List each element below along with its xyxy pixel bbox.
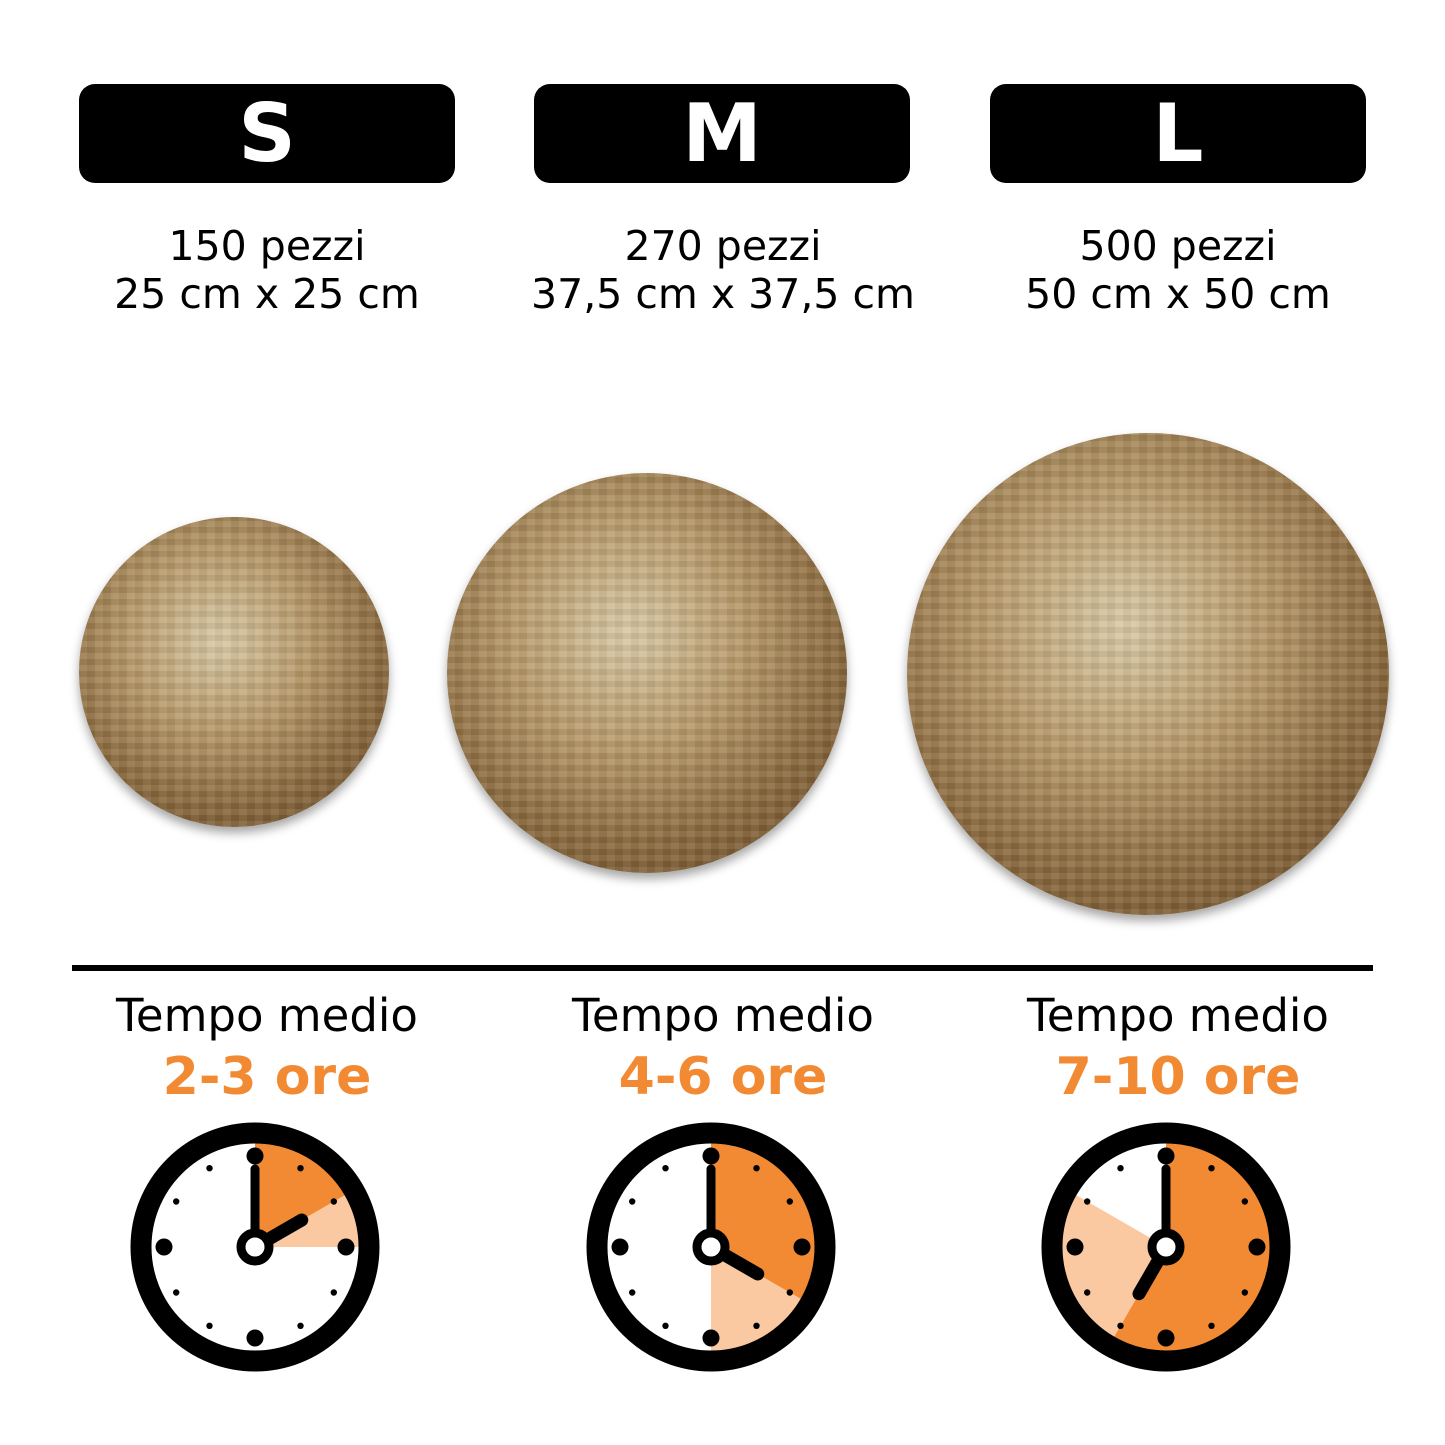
hour-mark xyxy=(662,1164,669,1172)
time-label-s: Tempo medio xyxy=(116,989,418,1042)
time-range-max-sector xyxy=(711,1247,802,1351)
hour-mark xyxy=(611,1238,629,1256)
hour-mark xyxy=(155,1238,173,1256)
time-range-min-sector xyxy=(255,1143,346,1247)
hour-mark xyxy=(337,1238,355,1256)
hour-mark xyxy=(172,1289,180,1296)
hour-mark xyxy=(1117,1164,1124,1172)
clock-center xyxy=(1147,1228,1185,1266)
hour-mark xyxy=(1241,1289,1249,1296)
clock-rim xyxy=(1041,1122,1291,1372)
spec-s: 150 pezzi 25 cm x 25 cm xyxy=(37,222,497,318)
clock-rim xyxy=(130,1122,380,1372)
hour-mark xyxy=(662,1322,669,1330)
hour-mark xyxy=(1157,1147,1175,1165)
puzzle-image-s xyxy=(79,517,389,827)
hour-mark xyxy=(786,1198,794,1205)
hour-mark xyxy=(172,1198,180,1205)
time-value-s: 2-3 ore xyxy=(162,1047,372,1107)
spec-l: 500 pezzi 50 cm x 50 cm xyxy=(948,222,1408,318)
clock-rim xyxy=(586,1122,836,1372)
hour-mark xyxy=(206,1322,213,1330)
clock-icon-l xyxy=(1041,1122,1291,1372)
hour-mark xyxy=(330,1198,338,1205)
hour-mark xyxy=(1241,1198,1249,1205)
hour-mark xyxy=(330,1289,338,1296)
pieces-count: 270 pezzi xyxy=(624,222,822,270)
pieces-count: 150 pezzi xyxy=(168,222,366,270)
badge-s: S xyxy=(79,84,455,183)
hour-mark xyxy=(246,1329,264,1347)
hour-mark xyxy=(1117,1322,1124,1330)
hour-mark xyxy=(206,1164,213,1172)
dimensions: 50 cm x 50 cm xyxy=(1025,270,1331,318)
time-label-l: Tempo medio xyxy=(1027,989,1329,1042)
hour-mark xyxy=(753,1164,760,1172)
time-value-m: 4-6 ore xyxy=(618,1047,828,1107)
hour-mark xyxy=(1066,1238,1084,1256)
hour-mark xyxy=(297,1164,304,1172)
hour-mark xyxy=(753,1322,760,1330)
puzzle-image-l xyxy=(907,433,1389,915)
hour-mark xyxy=(1248,1238,1266,1256)
clock-icon-s xyxy=(130,1122,380,1372)
hour-mark xyxy=(628,1198,636,1205)
spec-m: 270 pezzi 37,5 cm x 37,5 cm xyxy=(493,222,953,318)
time-range-max-sector xyxy=(1062,1195,1166,1338)
badge-l: L xyxy=(990,84,1366,183)
hour-mark xyxy=(246,1147,264,1165)
hour-mark xyxy=(793,1238,811,1256)
hour-mark xyxy=(702,1147,720,1165)
clock-icon-m xyxy=(586,1122,836,1372)
dimensions: 25 cm x 25 cm xyxy=(114,270,420,318)
time-label-m: Tempo medio xyxy=(572,989,874,1042)
hour-mark xyxy=(1208,1322,1215,1330)
hour-mark xyxy=(1208,1164,1215,1172)
hour-mark xyxy=(1083,1198,1091,1205)
divider xyxy=(72,965,1373,971)
dimensions: 37,5 cm x 37,5 cm xyxy=(531,270,915,318)
time-range-min-sector xyxy=(1114,1143,1270,1351)
hour-mark xyxy=(1157,1329,1175,1347)
badge-m: M xyxy=(534,84,910,183)
clock-center xyxy=(236,1228,274,1266)
time-value-l: 7-10 ore xyxy=(1055,1047,1301,1107)
clock-center xyxy=(692,1228,730,1266)
hour-mark xyxy=(1083,1289,1091,1296)
hour-mark xyxy=(786,1289,794,1296)
pieces-count: 500 pezzi xyxy=(1079,222,1277,270)
puzzle-image-m xyxy=(447,473,847,873)
hour-mark xyxy=(297,1322,304,1330)
hour-mark xyxy=(628,1289,636,1296)
hour-mark xyxy=(702,1329,720,1347)
